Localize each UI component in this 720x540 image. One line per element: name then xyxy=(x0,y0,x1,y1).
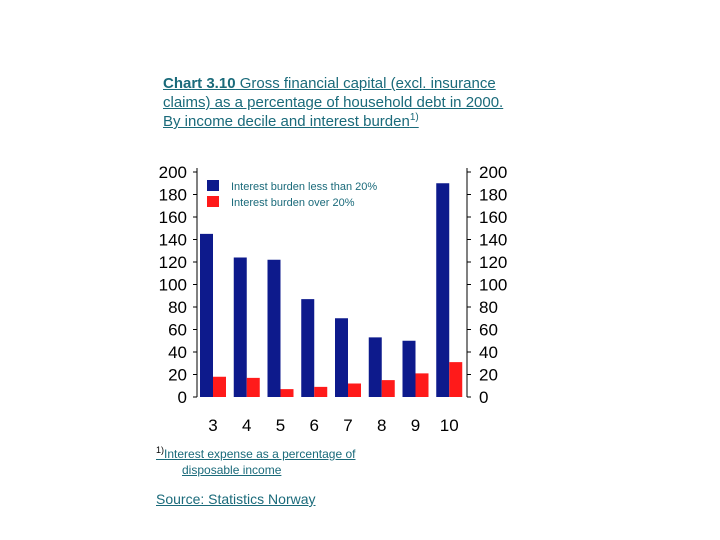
y-tick-label-left: 60 xyxy=(168,321,187,340)
y-tick-label-right: 160 xyxy=(479,208,507,227)
y-tick-label-left: 0 xyxy=(178,388,187,407)
y-tick-label-left: 180 xyxy=(159,186,187,205)
y-tick-label-right: 120 xyxy=(479,253,507,272)
y-tick-label-left: 140 xyxy=(159,231,187,250)
chart-number: Chart 3.10 xyxy=(163,75,236,92)
y-tick-label-left: 100 xyxy=(159,276,187,295)
legend-swatch-1 xyxy=(207,180,219,191)
bar-high-burden-3 xyxy=(213,376,226,397)
legend-label-1: Interest burden less than 20% xyxy=(231,181,377,193)
bar-high-burden-6 xyxy=(314,386,328,397)
chart-axes: 0 0 20 20 40 40 60 60 80 80 100 100 120 120 140 140 160 1… xyxy=(159,163,508,435)
footnote-mark: 1) xyxy=(156,445,165,455)
y-tick-label-right: 40 xyxy=(479,343,498,362)
x-tick-label: 5 xyxy=(276,416,285,435)
bar-low-burden-9 xyxy=(402,340,416,397)
x-tick-label: 3 xyxy=(208,416,217,435)
bar-high-burden-10 xyxy=(449,362,463,397)
bar-high-burden-7 xyxy=(348,383,361,397)
y-tick-label-left: 80 xyxy=(168,298,187,317)
bar-low-burden-10 xyxy=(436,183,450,397)
y-tick-label-right: 180 xyxy=(479,186,507,205)
y-tick-label-left: 20 xyxy=(168,366,187,385)
chart-bars xyxy=(200,183,463,397)
bar-low-burden-4 xyxy=(233,257,247,397)
legend-label-2: Interest burden over 20% xyxy=(231,197,355,209)
y-tick-label-right: 0 xyxy=(479,388,488,407)
footnote-text-1: Interest expense as a percentage of xyxy=(164,447,356,461)
y-tick-label-right: 200 xyxy=(479,163,507,182)
y-tick-label-right: 100 xyxy=(479,276,507,295)
chart-title-text: Gross financial capital (excl. insurance… xyxy=(163,75,504,130)
y-tick-label-right: 60 xyxy=(479,321,498,340)
x-tick-label: 4 xyxy=(242,416,251,435)
x-tick-label: 9 xyxy=(411,416,420,435)
footnote-line-1: 1)Interest expense as a percentage of xyxy=(156,442,355,462)
x-tick-label: 8 xyxy=(377,416,386,435)
chart-title: Chart 3.10 Gross financial capital (excl… xyxy=(163,74,513,131)
bar-low-burden-6 xyxy=(301,299,315,397)
bar-low-burden-8 xyxy=(368,337,382,397)
source-note: Source: Statistics Norway xyxy=(156,491,316,507)
bar-high-burden-4 xyxy=(246,377,260,397)
legend-swatch-2 xyxy=(207,196,219,207)
footnote-line-2: disposable income xyxy=(182,463,282,477)
bar-high-burden-8 xyxy=(381,380,395,397)
y-tick-label-left: 160 xyxy=(159,208,187,227)
y-tick-label-left: 40 xyxy=(168,343,187,362)
y-tick-label-left: 200 xyxy=(159,163,187,182)
y-tick-label-right: 80 xyxy=(479,298,498,317)
x-tick-label: 7 xyxy=(343,416,352,435)
title-footnote-mark: 1) xyxy=(409,112,419,123)
y-tick-label-right: 140 xyxy=(479,231,507,250)
footnote: 1)Interest expense as a percentage of di… xyxy=(156,442,355,478)
bar-low-burden-3 xyxy=(200,233,213,397)
x-tick-label: 6 xyxy=(310,416,319,435)
y-tick-label-right: 20 xyxy=(479,366,498,385)
bar-high-burden-5 xyxy=(280,389,294,397)
y-tick-label-left: 120 xyxy=(159,253,187,272)
bar-low-burden-5 xyxy=(267,259,281,397)
x-tick-label: 10 xyxy=(440,416,459,435)
bar-high-burden-9 xyxy=(415,373,429,397)
chart-legend: Interest burden less than 20% Interest bu… xyxy=(207,180,377,209)
bar-low-burden-7 xyxy=(335,318,348,397)
